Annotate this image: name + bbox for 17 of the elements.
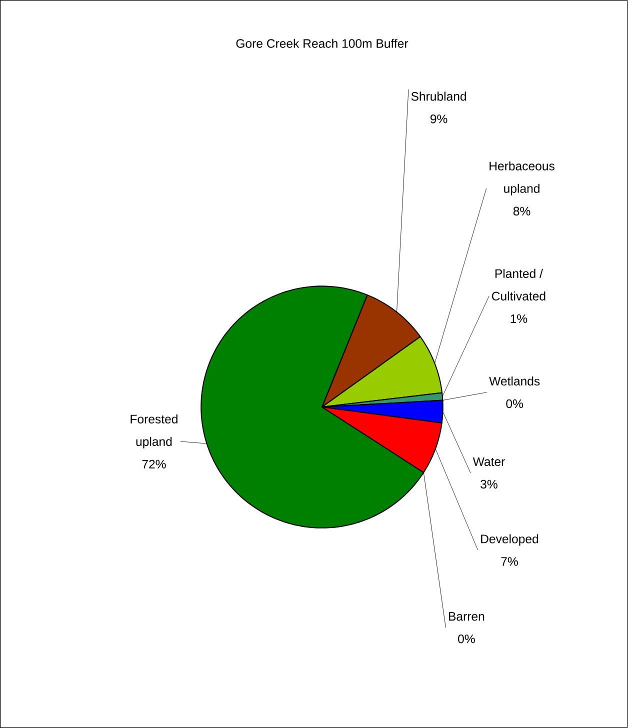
data-label: 8% <box>514 206 530 216</box>
slice-label: Herbaceous upland <box>490 161 555 196</box>
data-label: 1% <box>510 314 528 323</box>
data-label: 72% <box>142 460 166 468</box>
category-label: Barren <box>449 612 484 621</box>
data-label: 9% <box>430 114 448 124</box>
slice-label: Forested upland <box>130 414 178 448</box>
slice-label: Shrubland <box>412 92 466 101</box>
text: 0% <box>506 399 524 408</box>
slice-label: Water <box>473 457 506 466</box>
chart-title: Gore Creek Reach 100m Buffer <box>236 38 408 48</box>
slice-label: Developed <box>481 534 538 546</box>
data-label: 7% <box>501 557 518 566</box>
category-label: Wetlands <box>489 376 540 386</box>
data-label: 3% <box>480 480 498 489</box>
text: 0% <box>458 634 476 644</box>
slice-label: Planted / Cultivated <box>492 268 546 301</box>
